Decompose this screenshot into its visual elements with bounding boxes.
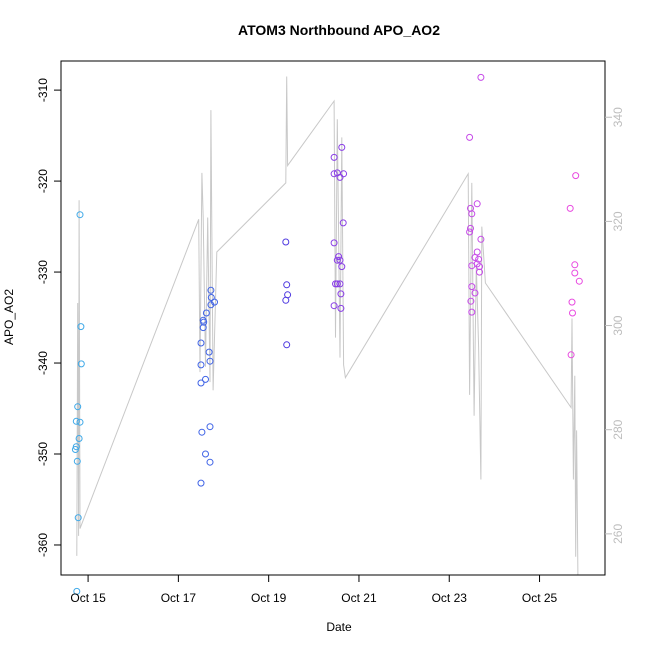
data-point-1-14 [205, 348, 213, 356]
data-point-4-16 [467, 297, 475, 305]
data-point-4-18 [477, 73, 485, 81]
data-point-3-16 [330, 302, 338, 310]
data-point-0-8 [75, 435, 83, 442]
data-point-4-6 [477, 235, 485, 243]
data-point-1-15 [202, 375, 209, 383]
data-point-2-1 [283, 281, 291, 289]
y2-tick-label-3: 280 [611, 419, 625, 439]
data-point-4-2 [468, 210, 476, 218]
data-points-layer [71, 73, 583, 595]
data-point-0-0 [73, 587, 81, 595]
y-tick-label-1: -320 [36, 169, 50, 193]
data-point-4-8 [471, 254, 479, 261]
data-point-0-4 [73, 457, 81, 465]
data-point-3-11 [338, 263, 346, 271]
data-point-0-5 [72, 417, 80, 425]
y-tick-label-4: -350 [36, 442, 50, 466]
data-point-3-0 [330, 153, 338, 161]
data-point-3-13 [333, 280, 341, 288]
y-tick-label-5: -360 [36, 533, 50, 557]
data-point-2-0 [282, 238, 290, 246]
data-point-5-3 [571, 269, 579, 277]
data-point-3-14 [336, 280, 344, 288]
data-point-4-5 [473, 200, 481, 208]
data-point-1-4 [197, 339, 205, 347]
data-point-4-14 [468, 283, 476, 291]
trace-line [76, 76, 579, 576]
data-point-1-16 [202, 450, 209, 458]
y-tick-label-2: -330 [36, 260, 50, 284]
y2-tick-label-2: 300 [611, 315, 625, 335]
data-point-3-7 [333, 256, 341, 264]
y2-tick-label-4: 260 [611, 524, 625, 544]
data-point-4-4 [466, 228, 474, 236]
data-point-2-3 [282, 296, 290, 304]
data-point-1-7 [199, 316, 207, 324]
data-point-4-3 [467, 224, 474, 232]
data-point-3-3 [336, 173, 344, 181]
data-point-0-11 [76, 211, 84, 219]
x-tick-label-0: Oct 15 [70, 591, 106, 605]
data-point-1-13 [206, 357, 214, 365]
trace-line-layer [76, 76, 579, 576]
x-tick-label-5: Oct 25 [522, 591, 558, 605]
data-point-1-12 [207, 294, 215, 301]
data-point-1-3 [197, 361, 205, 369]
data-point-1-2 [197, 379, 205, 387]
data-point-0-10 [77, 323, 85, 331]
data-point-4-13 [476, 268, 483, 276]
y2-tick-label-1: 320 [611, 211, 625, 231]
data-point-5-6 [569, 309, 576, 317]
data-point-3-6 [330, 239, 338, 247]
data-point-3-8 [335, 253, 343, 261]
data-point-3-4 [338, 143, 346, 151]
x-tick-label-4: Oct 23 [432, 591, 468, 605]
y-axis-label: APO_AO2 [2, 289, 16, 345]
plot-frame [60, 60, 606, 576]
data-point-1-17 [206, 458, 214, 466]
data-point-5-1 [572, 172, 580, 180]
data-point-5-7 [567, 351, 575, 359]
data-point-4-17 [468, 308, 476, 316]
x-tick-label-1: Oct 17 [161, 591, 197, 605]
data-point-1-1 [198, 428, 206, 436]
data-point-0-3 [72, 443, 80, 451]
data-point-3-15 [337, 290, 345, 298]
data-point-0-1 [74, 514, 82, 522]
data-point-4-15 [471, 289, 479, 297]
data-point-5-2 [571, 261, 579, 269]
data-point-1-9 [207, 286, 215, 294]
y2-tick-label-0: 340 [611, 107, 625, 127]
data-point-3-9 [336, 256, 344, 264]
x-tick-label-2: Oct 19 [251, 591, 287, 605]
data-point-1-11 [211, 298, 218, 306]
data-point-5-5 [568, 298, 576, 306]
data-point-3-17 [337, 304, 345, 312]
data-point-1-18 [206, 423, 214, 431]
data-point-4-9 [475, 255, 483, 263]
data-point-3-5 [340, 170, 348, 178]
data-point-2-4 [283, 341, 291, 349]
data-point-0-7 [76, 418, 84, 426]
x-tick-label-3: Oct 21 [341, 591, 377, 605]
data-point-1-0 [197, 479, 205, 487]
data-point-1-8 [202, 309, 210, 317]
data-point-4-11 [468, 262, 476, 270]
x-axis-label: Date [326, 620, 352, 634]
data-point-5-4 [575, 277, 583, 285]
data-point-3-10 [339, 219, 347, 227]
y-tick-label-3: -340 [36, 351, 50, 375]
y-axis: -310 -320 -330 -340 -350 -360 [36, 78, 62, 557]
chart-title: ATOM3 Northbound APO_AO2 [238, 22, 440, 38]
data-point-5-0 [566, 204, 574, 212]
data-point-3-1 [330, 170, 338, 178]
y2-axis: 340 320 300 280 260 [605, 107, 625, 544]
data-point-4-0 [466, 133, 474, 141]
y-tick-label-0: -310 [36, 78, 50, 102]
data-point-0-6 [74, 403, 82, 411]
x-axis: Oct 15 Oct 17 Oct 19 Oct 21 Oct 23 Oct 25 [70, 574, 558, 605]
data-point-0-9 [77, 360, 85, 368]
